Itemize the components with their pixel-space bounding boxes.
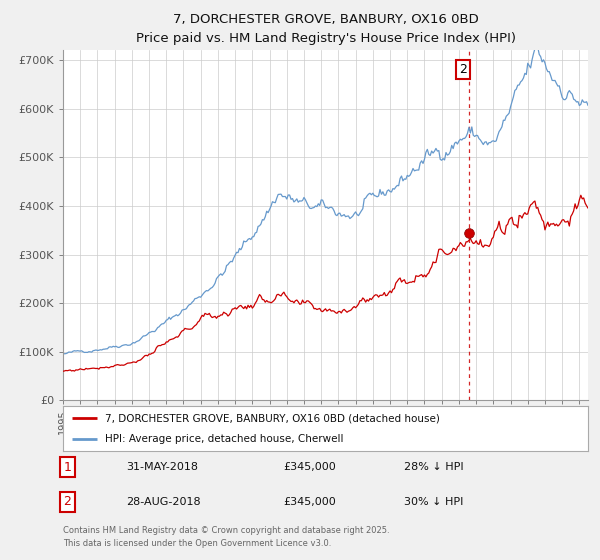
Text: 31-MAY-2018: 31-MAY-2018: [126, 462, 198, 472]
Text: 1: 1: [63, 461, 71, 474]
Text: Contains HM Land Registry data © Crown copyright and database right 2025.
This d: Contains HM Land Registry data © Crown c…: [63, 526, 389, 548]
Text: 2: 2: [63, 495, 71, 508]
Title: 7, DORCHESTER GROVE, BANBURY, OX16 0BD
Price paid vs. HM Land Registry's House P: 7, DORCHESTER GROVE, BANBURY, OX16 0BD P…: [136, 13, 515, 45]
Text: HPI: Average price, detached house, Cherwell: HPI: Average price, detached house, Cher…: [105, 433, 343, 444]
Text: 2: 2: [459, 63, 467, 76]
Text: 28-AUG-2018: 28-AUG-2018: [126, 497, 200, 507]
Text: 30% ↓ HPI: 30% ↓ HPI: [404, 497, 464, 507]
Text: 7, DORCHESTER GROVE, BANBURY, OX16 0BD (detached house): 7, DORCHESTER GROVE, BANBURY, OX16 0BD (…: [105, 413, 440, 423]
Text: £345,000: £345,000: [284, 462, 336, 472]
Text: £345,000: £345,000: [284, 497, 336, 507]
Text: 28% ↓ HPI: 28% ↓ HPI: [404, 462, 464, 472]
